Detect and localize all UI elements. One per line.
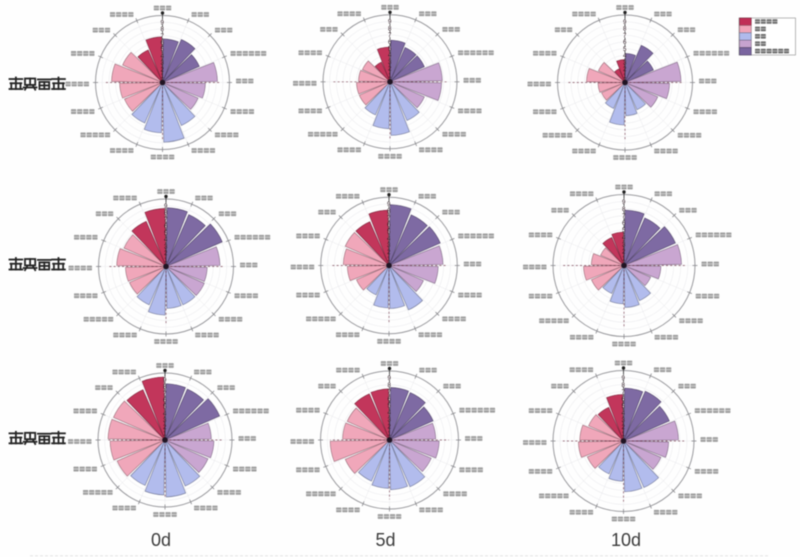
svg-text:2: 2 bbox=[388, 66, 392, 73]
svg-text:10d: 10d bbox=[611, 530, 641, 550]
svg-text:7: 7 bbox=[622, 389, 626, 396]
svg-text:6: 6 bbox=[388, 39, 392, 46]
svg-text:3: 3 bbox=[622, 241, 626, 248]
svg-text:9: 9 bbox=[622, 199, 626, 206]
svg-text:5d: 5d bbox=[375, 530, 395, 550]
svg-text:7: 7 bbox=[161, 33, 165, 40]
svg-text:9: 9 bbox=[623, 19, 627, 26]
svg-text:3: 3 bbox=[161, 60, 165, 67]
svg-text:9: 9 bbox=[622, 375, 626, 382]
svg-text:6: 6 bbox=[388, 396, 392, 403]
svg-text:5: 5 bbox=[623, 46, 627, 53]
svg-text:4: 4 bbox=[161, 53, 165, 60]
svg-text:5: 5 bbox=[622, 403, 626, 410]
svg-text:9: 9 bbox=[163, 377, 167, 384]
svg-text:4: 4 bbox=[163, 410, 167, 417]
svg-text:9: 9 bbox=[388, 19, 392, 26]
svg-text:5: 5 bbox=[388, 403, 392, 410]
svg-text:3: 3 bbox=[388, 417, 392, 424]
svg-text:7: 7 bbox=[623, 32, 627, 39]
svg-text:4: 4 bbox=[622, 234, 626, 241]
svg-text:8: 8 bbox=[622, 382, 626, 389]
svg-text:6: 6 bbox=[161, 40, 165, 47]
svg-text:5: 5 bbox=[387, 229, 391, 236]
svg-text:4: 4 bbox=[387, 235, 391, 242]
svg-text:7: 7 bbox=[388, 389, 392, 396]
svg-text:9: 9 bbox=[164, 203, 168, 210]
svg-text:2: 2 bbox=[387, 249, 391, 256]
svg-text:3: 3 bbox=[622, 417, 626, 424]
svg-text:8: 8 bbox=[387, 208, 391, 215]
svg-text:4: 4 bbox=[388, 52, 392, 59]
svg-text:1: 1 bbox=[623, 73, 627, 80]
svg-text:4: 4 bbox=[622, 410, 626, 417]
svg-text:2: 2 bbox=[161, 66, 165, 73]
svg-text:2: 2 bbox=[623, 66, 627, 73]
svg-text:2: 2 bbox=[622, 249, 626, 256]
svg-text:1: 1 bbox=[622, 256, 626, 263]
svg-text:8: 8 bbox=[388, 382, 392, 389]
svg-text:5: 5 bbox=[388, 46, 392, 53]
svg-text:3: 3 bbox=[387, 242, 391, 249]
svg-text:1: 1 bbox=[622, 431, 626, 438]
svg-text:3: 3 bbox=[164, 243, 168, 250]
svg-text:1: 1 bbox=[164, 257, 168, 264]
svg-text:7: 7 bbox=[163, 390, 167, 397]
svg-text:8: 8 bbox=[622, 206, 626, 213]
svg-text:7: 7 bbox=[388, 32, 392, 39]
svg-text:1: 1 bbox=[161, 73, 165, 80]
svg-text:2: 2 bbox=[163, 424, 167, 431]
svg-text:3: 3 bbox=[163, 417, 167, 424]
svg-text:6: 6 bbox=[622, 396, 626, 403]
svg-text:6: 6 bbox=[622, 220, 626, 227]
svg-text:9: 9 bbox=[387, 201, 391, 208]
svg-text:1: 1 bbox=[388, 430, 392, 437]
svg-text:6: 6 bbox=[163, 397, 167, 404]
svg-text:8: 8 bbox=[163, 384, 167, 391]
svg-text:2: 2 bbox=[164, 250, 168, 257]
svg-text:0d: 0d bbox=[151, 530, 171, 550]
svg-text:6: 6 bbox=[387, 222, 391, 229]
svg-text:5: 5 bbox=[164, 230, 168, 237]
svg-text:8: 8 bbox=[164, 210, 168, 217]
svg-text:5: 5 bbox=[622, 227, 626, 234]
svg-text:7: 7 bbox=[164, 216, 168, 223]
svg-text:1: 1 bbox=[163, 431, 167, 438]
svg-text:9: 9 bbox=[388, 375, 392, 382]
svg-text:5: 5 bbox=[161, 46, 165, 53]
svg-text:8: 8 bbox=[388, 25, 392, 32]
svg-text:8: 8 bbox=[623, 26, 627, 33]
svg-text:1: 1 bbox=[387, 256, 391, 263]
svg-text:3: 3 bbox=[623, 59, 627, 66]
svg-text:1: 1 bbox=[388, 72, 392, 79]
svg-text:8: 8 bbox=[161, 26, 165, 33]
svg-text:7: 7 bbox=[622, 213, 626, 220]
svg-text:7: 7 bbox=[387, 215, 391, 222]
svg-text:5: 5 bbox=[163, 404, 167, 411]
svg-text:2: 2 bbox=[388, 423, 392, 430]
svg-text:3: 3 bbox=[388, 59, 392, 66]
svg-text:4: 4 bbox=[164, 237, 168, 244]
svg-text:4: 4 bbox=[388, 410, 392, 417]
svg-text:4: 4 bbox=[623, 53, 627, 60]
svg-text:2: 2 bbox=[622, 424, 626, 431]
svg-text:6: 6 bbox=[623, 39, 627, 46]
svg-text:6: 6 bbox=[164, 223, 168, 230]
svg-text:9: 9 bbox=[161, 19, 165, 26]
